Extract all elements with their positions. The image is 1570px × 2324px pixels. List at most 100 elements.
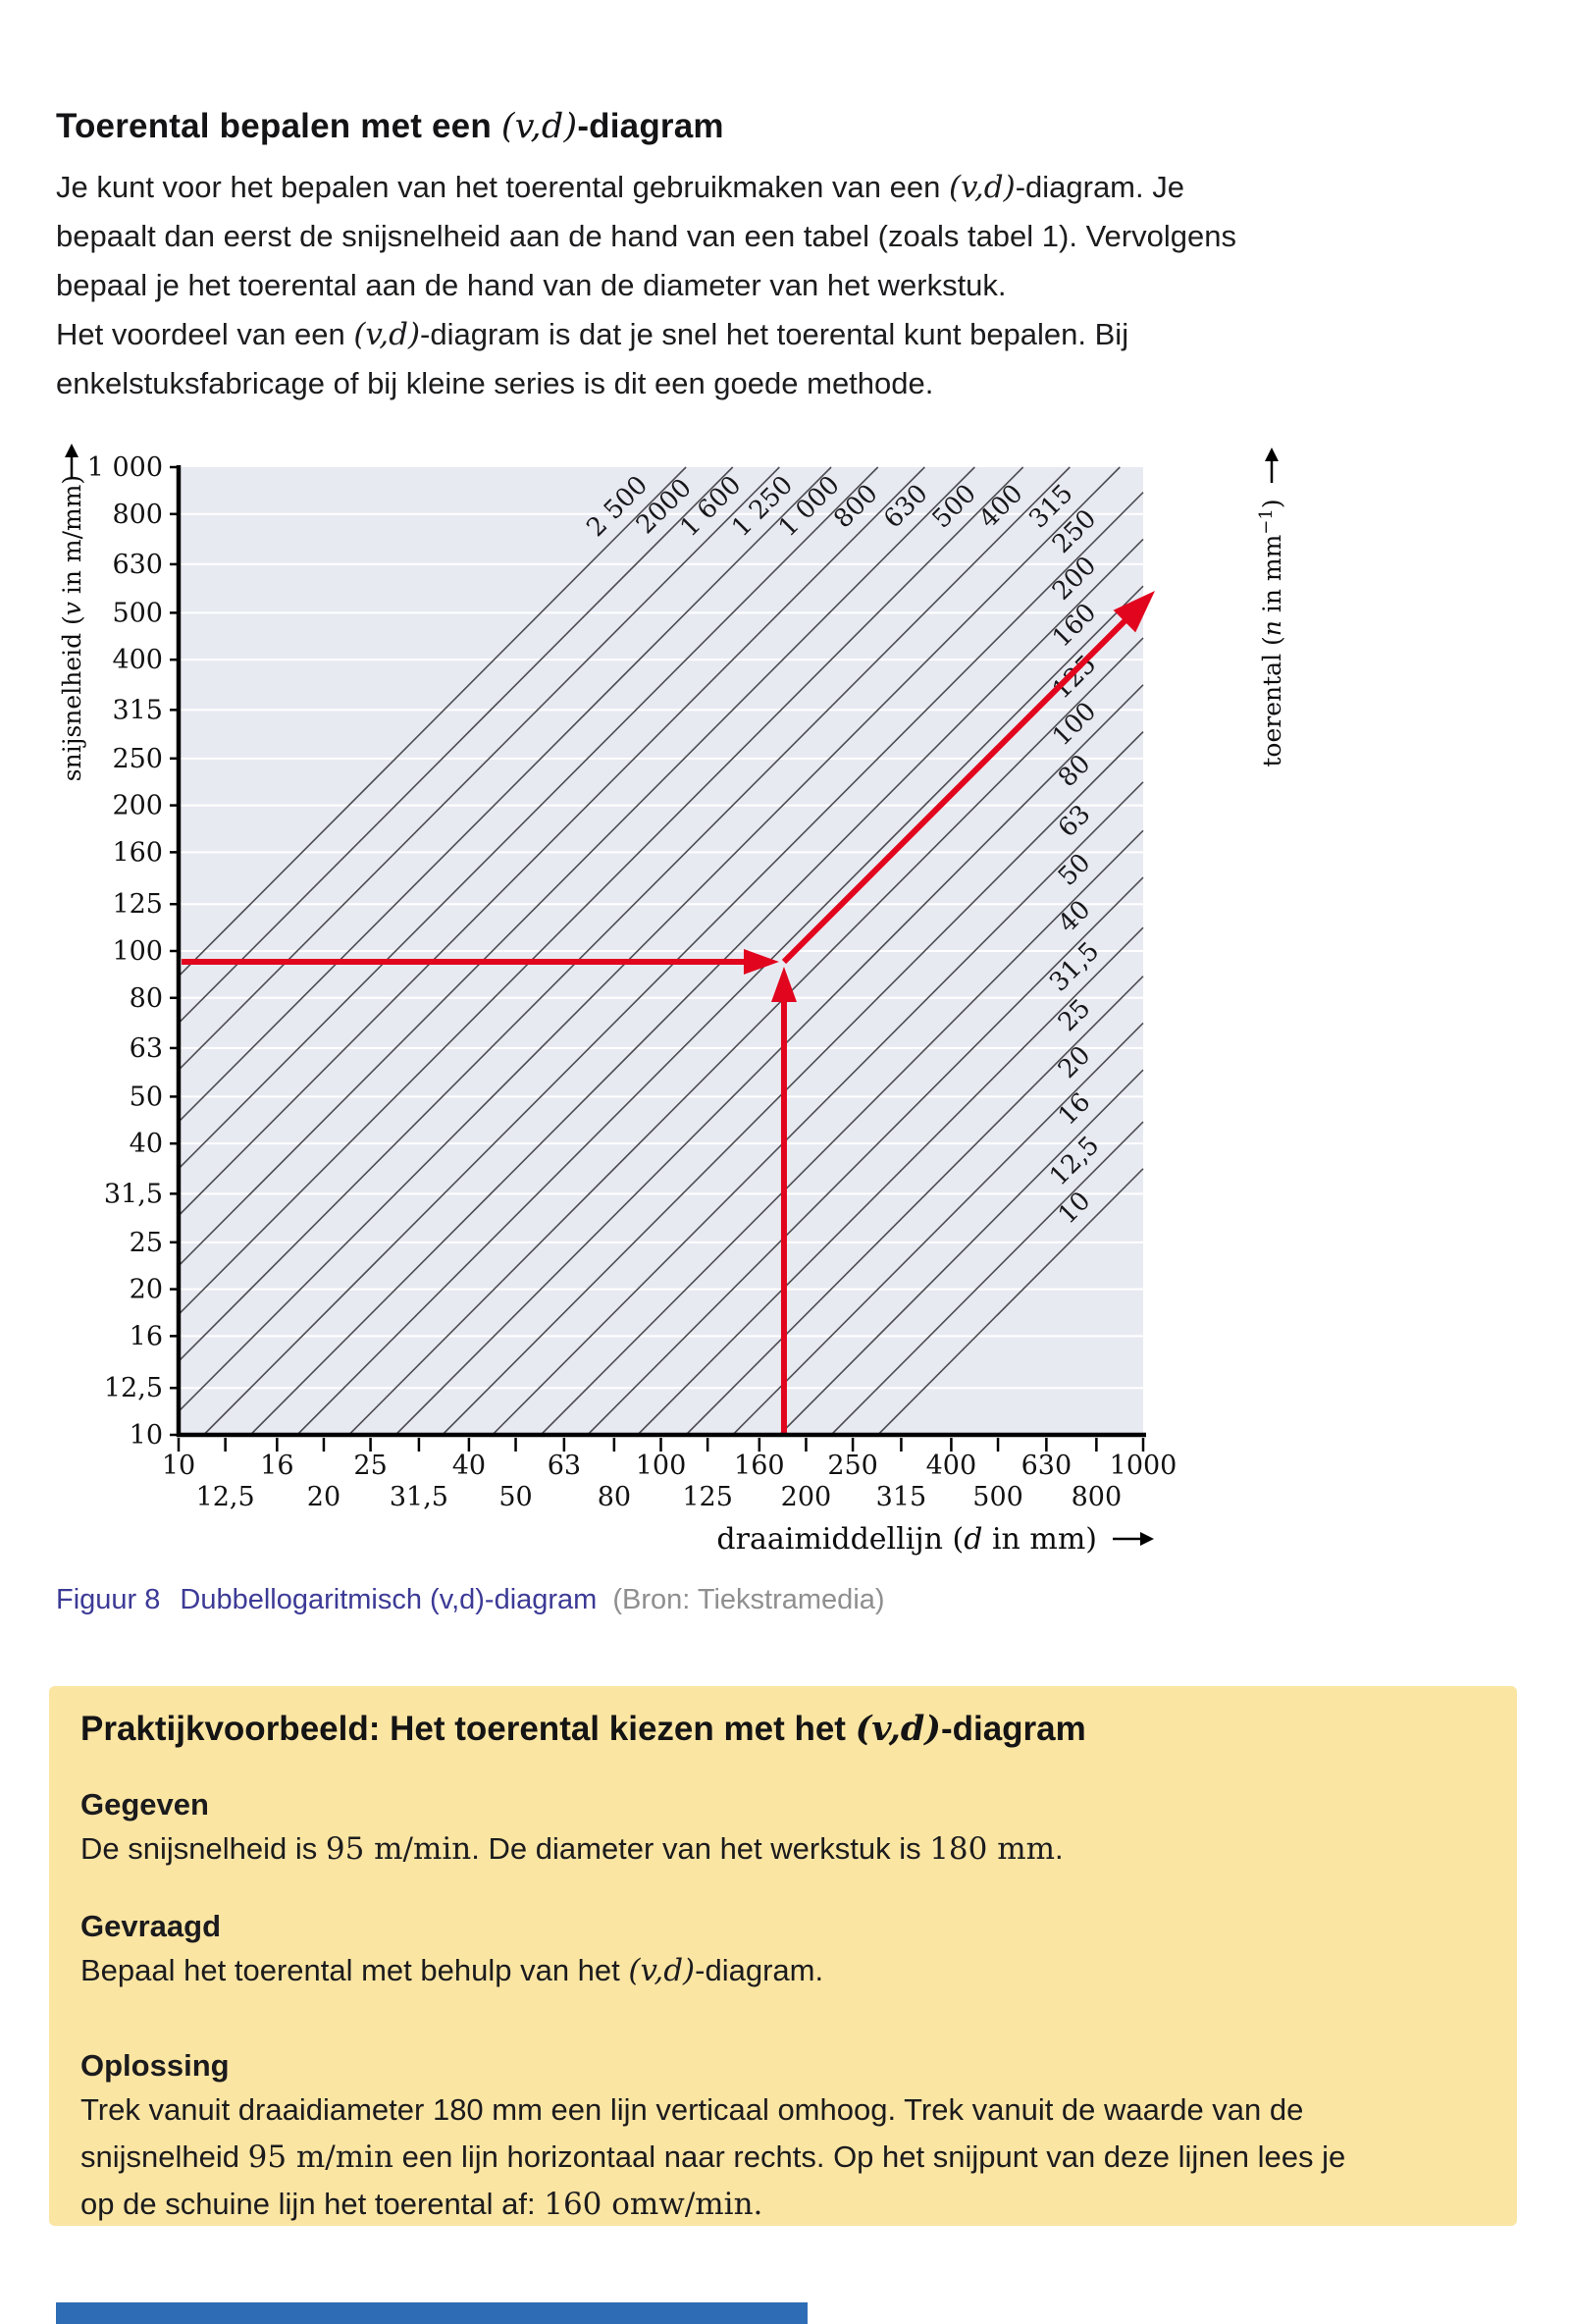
example-box-heading: Praktijkvoorbeeld: Het toerental kiezen … xyxy=(80,1708,1482,1751)
y-axis-arrowhead xyxy=(65,444,78,457)
text-segment: (v,d) xyxy=(948,170,1016,205)
text-segment: . De diameter van het werkstuk is xyxy=(471,1831,930,1866)
n-line xyxy=(540,829,1144,1436)
section-line: op de schuine lijn het toerental af: 160… xyxy=(80,2181,1482,2228)
y-tick-label: 100 xyxy=(112,936,163,967)
red-diagonal-line xyxy=(781,616,1129,965)
intro-line: bepaalt dan eerst de snijsnelheid aan de… xyxy=(56,212,1236,261)
n-line xyxy=(732,1022,1144,1436)
n-line xyxy=(394,684,1144,1436)
section-line: Bepaal het toerental met behulp van het … xyxy=(80,1947,1482,1994)
text-segment: (v,d) xyxy=(628,1953,696,1988)
text-segment: . xyxy=(1055,1831,1064,1866)
section-label-gevraagd: Gevraagd xyxy=(80,1909,222,1943)
text-segment: Trek vanuit draaidiameter 180 mm een lij… xyxy=(80,2092,1304,2127)
n-line xyxy=(492,781,1144,1436)
n-line xyxy=(178,466,879,1170)
y-tick-label: 200 xyxy=(112,791,163,821)
intro-line: Je kunt voor het bepalen van het toerent… xyxy=(56,163,1236,212)
text-segment: bepaal je het toerental aan de hand van … xyxy=(56,268,1007,302)
section-line: snijsnelheid 95 m/min een lijn horizonta… xyxy=(80,2134,1482,2181)
x-tick-label: 400 xyxy=(926,1451,977,1481)
x-tick-label: 1000 xyxy=(1110,1451,1178,1481)
n-line xyxy=(442,731,1144,1436)
x-tick-label: 500 xyxy=(972,1482,1023,1512)
n-line xyxy=(178,466,1071,1362)
n-line xyxy=(830,1121,1144,1436)
intro-line: Het voordeel van een (v,d)-diagram is da… xyxy=(56,310,1236,359)
x-tick-label: 200 xyxy=(781,1482,832,1512)
diag-axis-arrowhead xyxy=(1265,448,1279,461)
x-tick-label: 25 xyxy=(353,1451,387,1481)
text-segment: Praktijkvoorbeeld: Het toerental kiezen … xyxy=(80,1710,856,1748)
x-tick-label: 250 xyxy=(827,1451,878,1481)
x-tick-label: 80 xyxy=(598,1482,631,1512)
text-segment: (v,d) xyxy=(855,1709,941,1749)
text-segment: snijsnelheid xyxy=(80,2139,248,2174)
diag-axis-title: toerental (n in mm−1) xyxy=(1256,499,1286,766)
y-tick-label: 80 xyxy=(130,983,163,1014)
y-tick-label: 31,5 xyxy=(104,1179,163,1209)
n-line xyxy=(178,466,687,977)
text-segment: Het voordeel van een xyxy=(56,317,354,351)
text-segment: 160 omw/min. xyxy=(544,2187,763,2222)
page-title: Toerental bepalen met een (v,d)-diagram xyxy=(56,107,724,146)
n-line xyxy=(178,466,975,1267)
y-tick-label: 630 xyxy=(112,550,163,580)
n-line xyxy=(178,466,925,1217)
n-line xyxy=(685,976,1144,1436)
text-segment: -diagram xyxy=(577,107,724,146)
x-tick-label: 10 xyxy=(162,1451,195,1481)
text-segment: een lijn horizontaal naar rechts. Op het… xyxy=(393,2139,1346,2174)
y-tick-label: 10 xyxy=(130,1420,163,1451)
x-tick-label: 40 xyxy=(452,1451,486,1481)
y-tick-label: 40 xyxy=(130,1129,163,1159)
n-line xyxy=(587,876,1144,1436)
text-segment: (v,d) xyxy=(500,107,578,147)
text-segment: -diagram xyxy=(940,1710,1086,1748)
x-tick-label: 100 xyxy=(636,1451,687,1481)
x-tick-label: 160 xyxy=(734,1451,785,1481)
n-line xyxy=(178,466,1024,1315)
x-tick-label: 16 xyxy=(260,1451,293,1481)
text-segment: 95 m/min xyxy=(325,1831,472,1867)
figure-source: (Bron: Tiekstramedia) xyxy=(612,1584,885,1615)
text-segment: (v,d) xyxy=(353,317,421,352)
y-tick-label: 250 xyxy=(112,744,163,774)
n-line xyxy=(249,538,1144,1436)
y-tick-label: 400 xyxy=(112,645,163,675)
text-segment: op de schuine lijn het toerental af: xyxy=(80,2187,545,2221)
n-line xyxy=(347,637,1144,1436)
red-diagonal-arrowhead xyxy=(1113,590,1155,633)
y-tick-label: 25 xyxy=(130,1228,163,1258)
figure-caption: Figuur 8 Dubbellogaritmisch (v,d)-diagram… xyxy=(56,1584,885,1616)
figure-number: Figuur 8 xyxy=(56,1584,161,1615)
x-axis-title: draaimiddellijn (d in mm) xyxy=(716,1522,1097,1557)
y-tick-label: 160 xyxy=(112,837,163,868)
n-line xyxy=(637,926,1144,1436)
text-segment: bepaalt dan eerst de snijsnelheid aan de… xyxy=(56,219,1236,253)
y-tick-label: 1 000 xyxy=(87,452,163,483)
section-line: De snijsnelheid is 95 m/min. De diameter… xyxy=(80,1825,1482,1873)
y-tick-label: 12,5 xyxy=(104,1373,163,1403)
x-tick-label: 800 xyxy=(1072,1482,1123,1512)
y-tick-label: 500 xyxy=(112,598,163,628)
n-line xyxy=(296,585,1144,1436)
intro-paragraph: Je kunt voor het bepalen van het toerent… xyxy=(56,163,1236,408)
text-segment: 95 m/min xyxy=(247,2139,394,2175)
section-label-oplossing: Oplossing xyxy=(80,2048,230,2083)
text-segment: 180 mm xyxy=(929,1831,1056,1867)
example-box: Praktijkvoorbeeld: Het toerental kiezen … xyxy=(49,1686,1517,2226)
x-axis-arrowhead xyxy=(1140,1532,1154,1546)
n-line xyxy=(178,466,832,1123)
x-tick-label: 315 xyxy=(876,1482,927,1512)
text-segment: -diagram. xyxy=(695,1953,824,1987)
text-segment: Je kunt voor het bepalen van het toerent… xyxy=(56,170,949,204)
x-tick-label: 50 xyxy=(498,1482,532,1512)
n-line xyxy=(178,466,734,1025)
x-tick-label: 20 xyxy=(307,1482,340,1512)
y-tick-label: 315 xyxy=(112,695,163,725)
text-segment: Bepaal het toerental met behulp van het xyxy=(80,1953,629,1987)
